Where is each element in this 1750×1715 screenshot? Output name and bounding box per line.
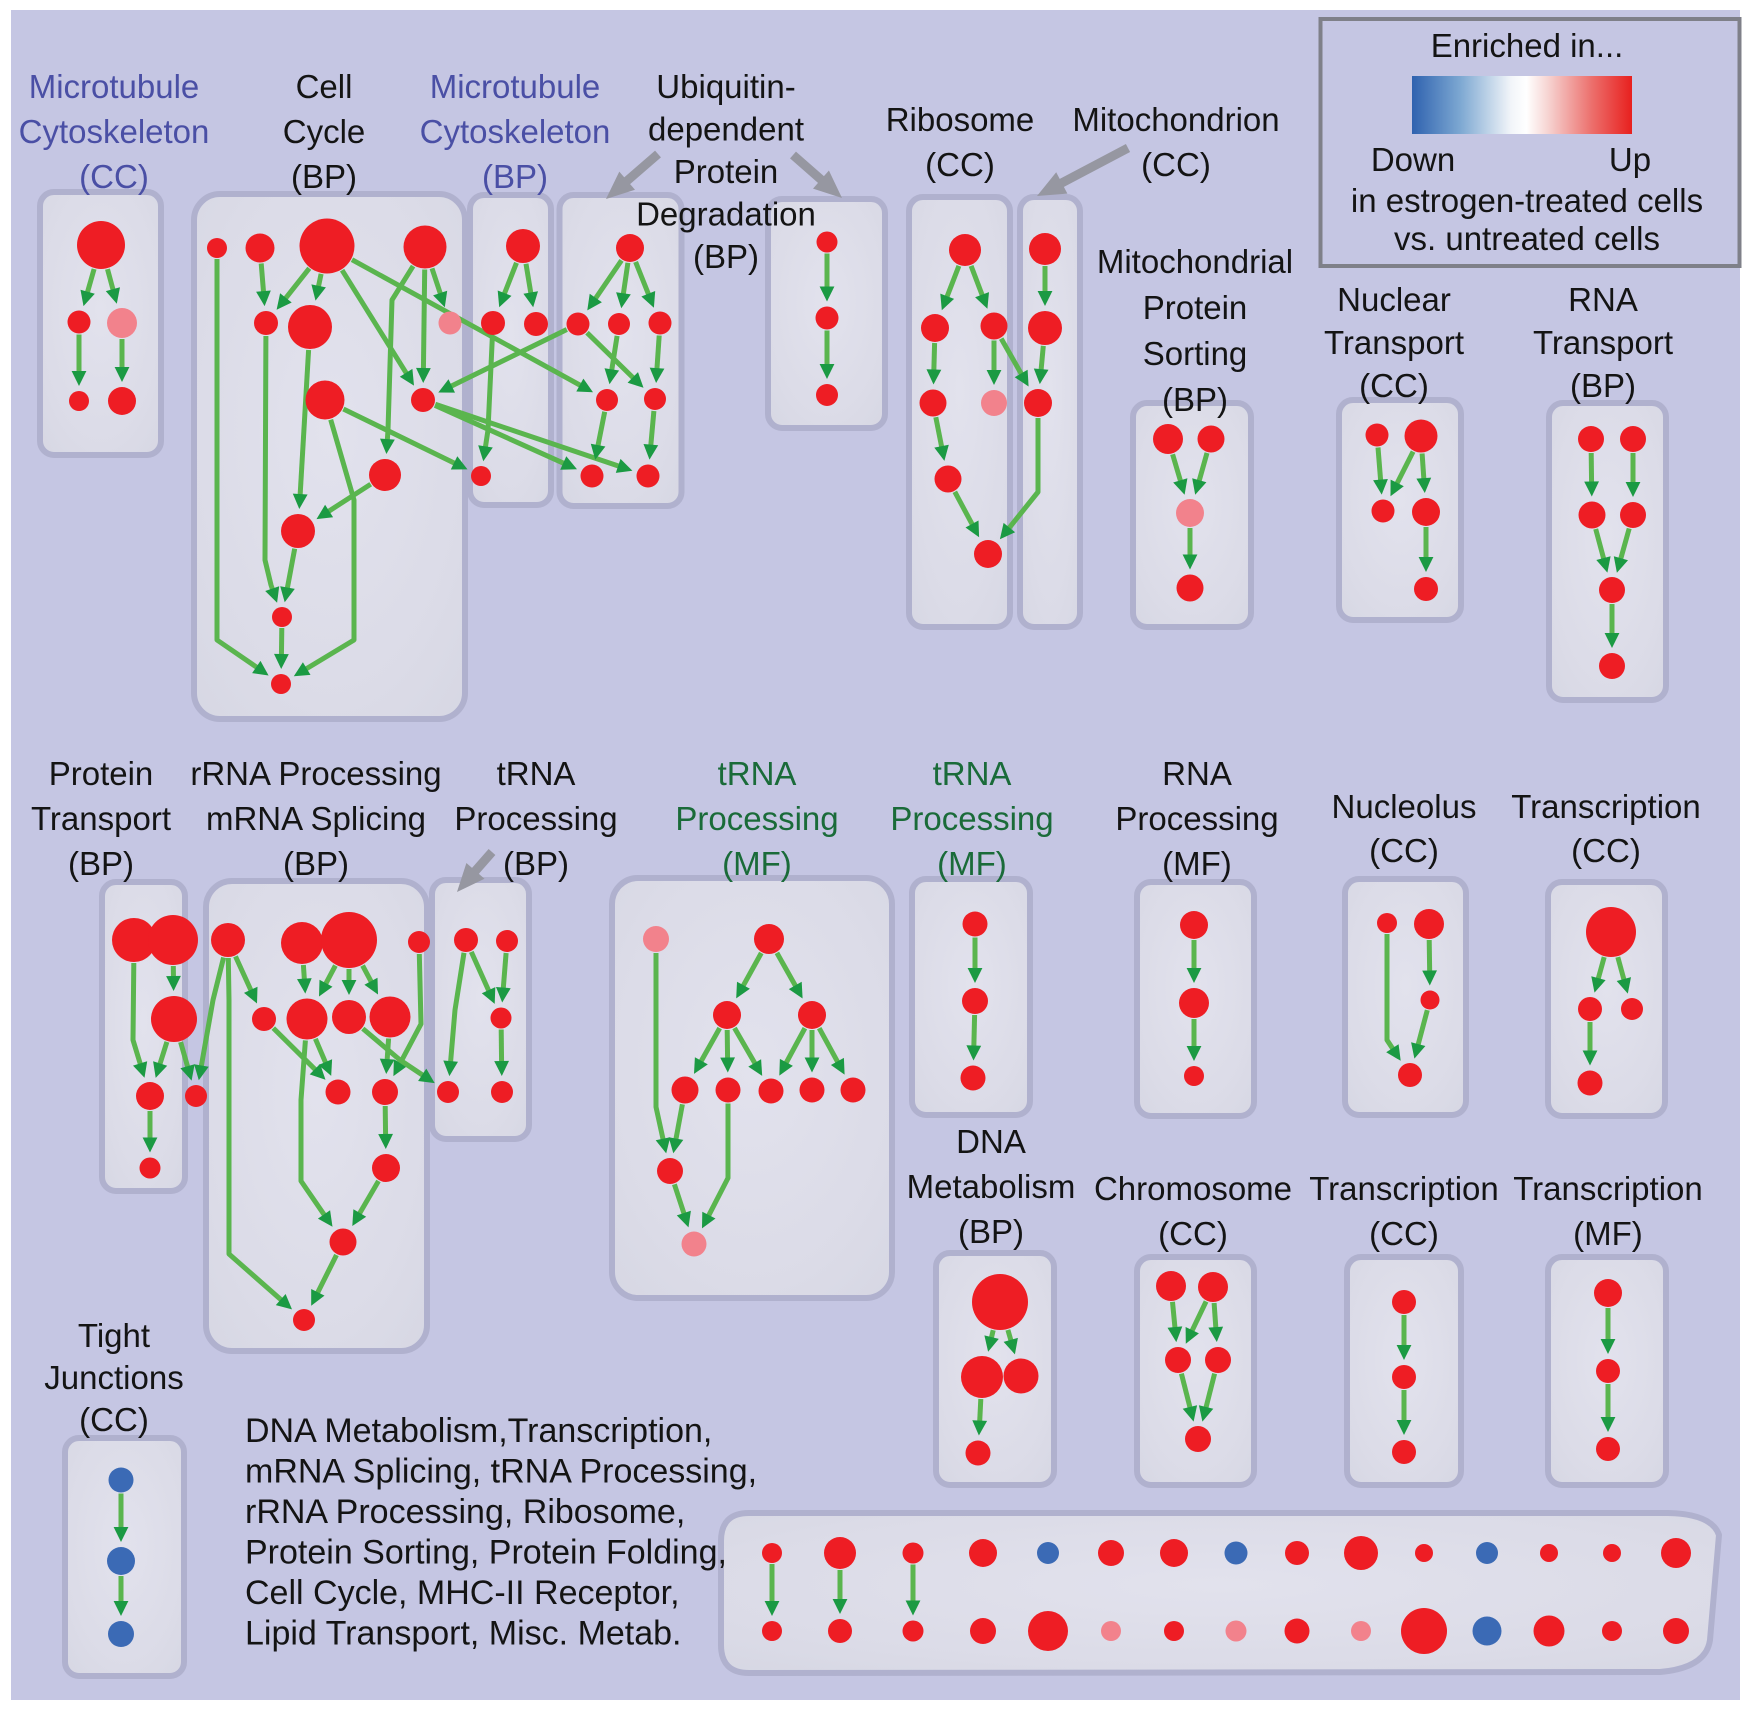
svg-text:(MF): (MF) — [722, 845, 792, 882]
svg-text:Ribosome: Ribosome — [886, 101, 1035, 138]
svg-text:Processing: Processing — [454, 800, 617, 837]
svg-text:(BP): (BP) — [291, 158, 357, 195]
svg-text:Cell: Cell — [296, 68, 353, 105]
svg-text:(CC): (CC) — [1571, 832, 1641, 869]
svg-text:RNA: RNA — [1162, 755, 1232, 792]
svg-text:(BP): (BP) — [1570, 367, 1636, 404]
svg-text:Processing: Processing — [675, 800, 838, 837]
svg-text:rRNA Processing, Ribosome,: rRNA Processing, Ribosome, — [245, 1493, 685, 1531]
svg-text:(CC): (CC) — [1369, 1215, 1439, 1252]
svg-text:Protein Sorting, Protein Foldi: Protein Sorting, Protein Folding, — [245, 1534, 727, 1572]
svg-text:Protein: Protein — [49, 755, 154, 792]
svg-text:in estrogen-treated cells: in estrogen-treated cells — [1351, 182, 1703, 219]
svg-text:(CC): (CC) — [1369, 832, 1439, 869]
svg-text:Cytoskeleton: Cytoskeleton — [19, 113, 210, 150]
svg-text:Metabolism: Metabolism — [907, 1168, 1076, 1205]
svg-text:Processing: Processing — [1115, 800, 1278, 837]
svg-text:Cytoskeleton: Cytoskeleton — [420, 113, 611, 150]
svg-text:tRNA: tRNA — [497, 755, 576, 792]
svg-text:(CC): (CC) — [79, 158, 149, 195]
svg-text:(BP): (BP) — [1162, 381, 1228, 418]
svg-text:(BP): (BP) — [283, 845, 349, 882]
svg-text:Enriched in...: Enriched in... — [1431, 27, 1624, 64]
svg-text:Microtubule: Microtubule — [430, 68, 601, 105]
svg-text:(CC): (CC) — [1141, 146, 1211, 183]
svg-text:Up: Up — [1609, 141, 1651, 178]
svg-text:Transcription: Transcription — [1309, 1170, 1499, 1207]
svg-text:(CC): (CC) — [925, 146, 995, 183]
svg-text:(BP): (BP) — [958, 1213, 1024, 1250]
svg-text:vs. untreated cells: vs. untreated cells — [1394, 220, 1660, 257]
svg-text:Sorting: Sorting — [1143, 335, 1248, 372]
svg-text:Mitochondrion: Mitochondrion — [1072, 101, 1279, 138]
svg-text:Processing: Processing — [890, 800, 1053, 837]
svg-text:(BP): (BP) — [503, 845, 569, 882]
svg-text:Transport: Transport — [1533, 324, 1673, 361]
svg-text:Protein: Protein — [1143, 289, 1248, 326]
svg-text:Microtubule: Microtubule — [29, 68, 200, 105]
svg-text:Chromosome: Chromosome — [1094, 1170, 1292, 1207]
svg-text:(BP): (BP) — [68, 845, 134, 882]
svg-text:Transcription: Transcription — [1511, 788, 1701, 825]
svg-text:Degradation: Degradation — [636, 196, 816, 233]
svg-text:(BP): (BP) — [693, 238, 759, 275]
svg-text:Cell Cycle, MHC-II Receptor,: Cell Cycle, MHC-II Receptor, — [245, 1574, 680, 1612]
svg-text:Protein: Protein — [674, 153, 779, 190]
svg-text:(MF): (MF) — [937, 845, 1007, 882]
svg-text:Nucleolus: Nucleolus — [1332, 788, 1477, 825]
svg-text:tRNA: tRNA — [718, 755, 797, 792]
svg-text:Nuclear: Nuclear — [1337, 281, 1451, 318]
svg-text:Ubiquitin-: Ubiquitin- — [656, 68, 795, 105]
svg-text:(CC): (CC) — [1359, 367, 1429, 404]
svg-text:Transport: Transport — [31, 800, 171, 837]
svg-text:mRNA Splicing, tRNA Processing: mRNA Splicing, tRNA Processing, — [245, 1453, 757, 1491]
svg-text:(BP): (BP) — [482, 158, 548, 195]
svg-text:(CC): (CC) — [79, 1401, 149, 1438]
svg-text:Mitochondrial: Mitochondrial — [1097, 243, 1293, 280]
svg-text:Lipid Transport, Misc. Metab.: Lipid Transport, Misc. Metab. — [245, 1615, 682, 1653]
svg-text:Transport: Transport — [1324, 324, 1464, 361]
svg-text:RNA: RNA — [1568, 281, 1638, 318]
svg-text:mRNA Splicing: mRNA Splicing — [206, 800, 426, 837]
svg-text:Tight: Tight — [78, 1317, 150, 1354]
svg-text:Down: Down — [1371, 141, 1455, 178]
svg-text:DNA Metabolism,Transcription,: DNA Metabolism,Transcription, — [245, 1412, 712, 1450]
svg-text:dependent: dependent — [648, 111, 804, 148]
svg-text:tRNA: tRNA — [933, 755, 1012, 792]
svg-text:(CC): (CC) — [1158, 1215, 1228, 1252]
svg-text:(MF): (MF) — [1162, 845, 1232, 882]
svg-text:DNA: DNA — [956, 1123, 1026, 1160]
svg-text:rRNA Processing: rRNA Processing — [190, 755, 441, 792]
svg-text:Cycle: Cycle — [283, 113, 366, 150]
svg-text:Junctions: Junctions — [44, 1359, 183, 1396]
svg-text:(MF): (MF) — [1573, 1215, 1643, 1252]
svg-text:Transcription: Transcription — [1513, 1170, 1703, 1207]
